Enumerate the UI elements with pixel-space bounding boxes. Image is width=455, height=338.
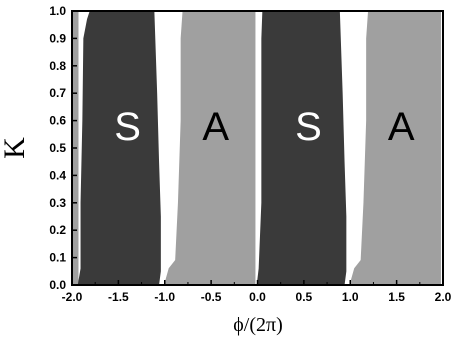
- y-tick-label: 1.0: [49, 4, 66, 18]
- y-tick-label: 0.0: [49, 278, 66, 292]
- x-tick-label: 1.5: [388, 290, 405, 304]
- x-tick-label: 0.5: [296, 290, 313, 304]
- y-axis-ticks: 0.0 0.1 0.2 0.3 0.4 0.5 0.6 0.7 0.8 0.9 1.0: [49, 4, 77, 292]
- region-label-s-0: S: [114, 105, 141, 149]
- region-label-s-2: S: [295, 105, 322, 149]
- x-axis-label: ϕ/(2π): [233, 314, 283, 336]
- x-axis-ticks: -2.0 -1.5 -1.0 -0.5 0.0 0.5 1.0 1.5 2.0: [62, 280, 452, 304]
- x-tick-label: -0.5: [201, 290, 222, 304]
- y-tick-label: 0.8: [49, 59, 66, 73]
- x-tick-label: 2.0: [435, 290, 452, 304]
- x-tick-label: -2.0: [62, 290, 83, 304]
- region-a-1: [164, 10, 256, 286]
- x-tick-label: -1.5: [108, 290, 129, 304]
- y-tick-label: 0.9: [49, 31, 66, 45]
- y-axis-label: K: [0, 137, 31, 159]
- y-tick-label: 0.7: [49, 86, 66, 100]
- region-a-3: [349, 10, 441, 286]
- regions-layer: [77, 10, 441, 286]
- region-label-a-1: A: [202, 105, 229, 149]
- y-tick-label: 0.1: [49, 251, 66, 265]
- y-tick-label: 0.2: [49, 223, 66, 237]
- y-tick-label: 0.5: [49, 141, 66, 155]
- y-tick-label: 0.6: [49, 114, 66, 128]
- y-tick-label: 0.4: [49, 168, 66, 182]
- region-label-a-3: A: [388, 105, 415, 149]
- x-tick-label: 0.0: [249, 290, 266, 304]
- x-tick-label: -1.0: [154, 290, 175, 304]
- x-tick-label: 1.0: [342, 290, 359, 304]
- y-tick-label: 0.3: [49, 196, 66, 210]
